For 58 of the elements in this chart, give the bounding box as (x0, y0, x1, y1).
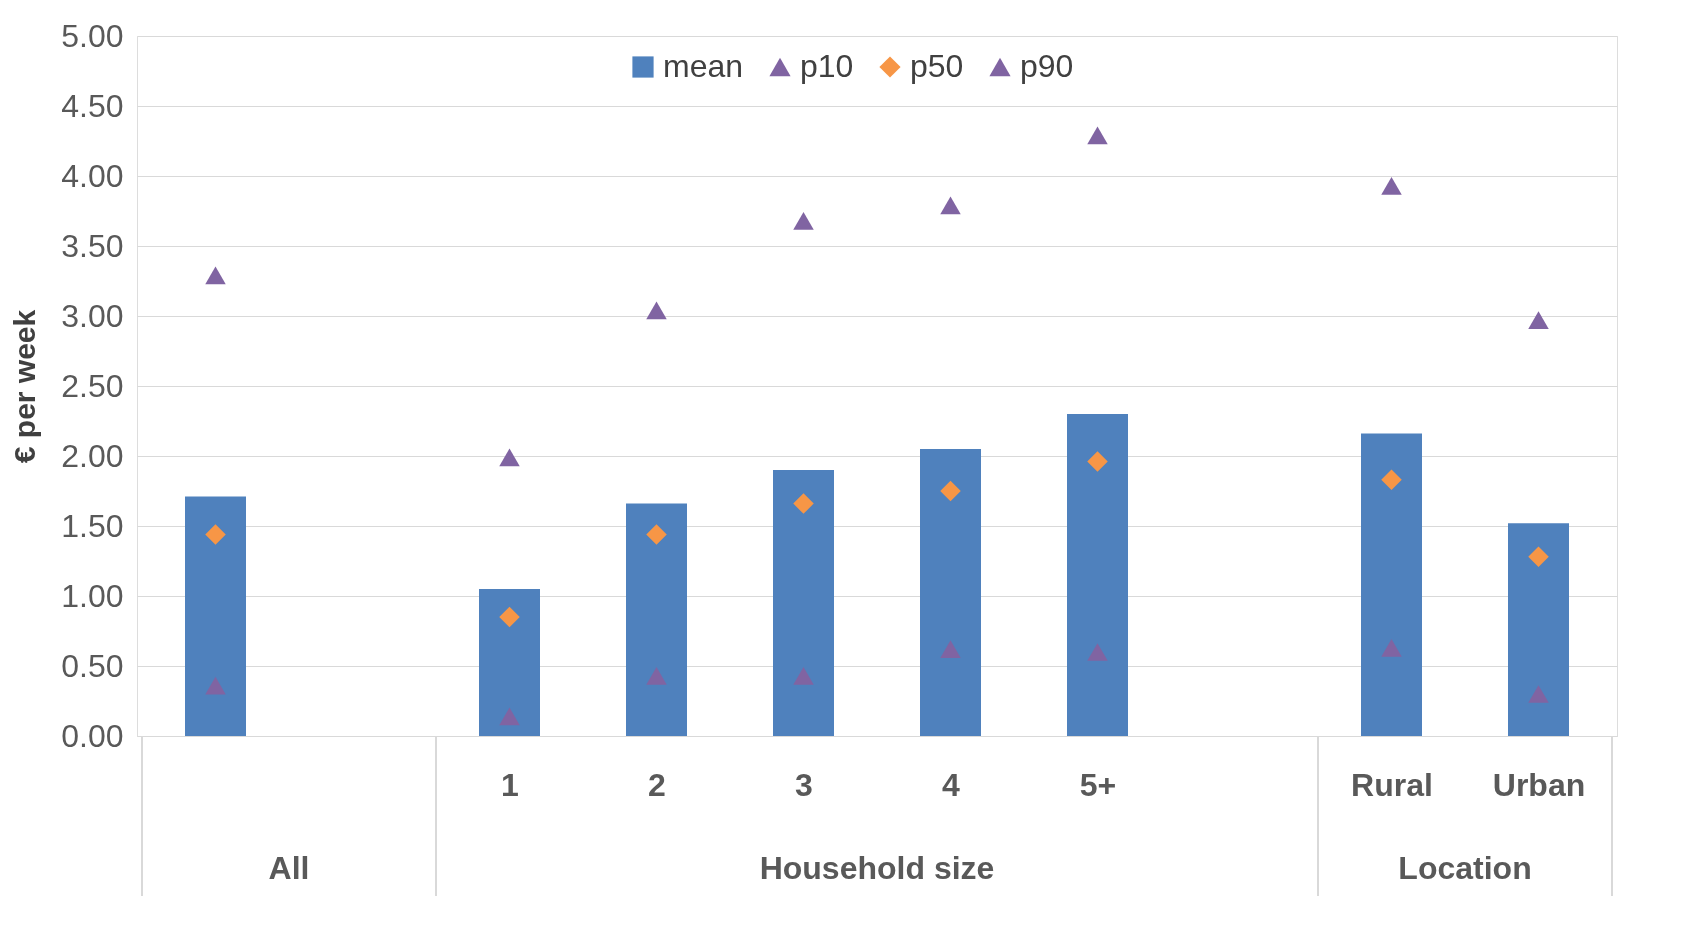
bar (1508, 523, 1569, 736)
point (205, 524, 226, 545)
point (940, 480, 961, 502)
bar (920, 449, 981, 736)
y-tick-label: 4.50 (61, 87, 124, 124)
point (1087, 126, 1108, 145)
y-tick-label: 3.00 (61, 297, 124, 334)
bar (626, 503, 687, 736)
point (646, 666, 667, 685)
y-tick-label: 1.00 (61, 577, 124, 614)
bar (773, 470, 834, 736)
y-tick-label: 0.50 (61, 647, 124, 684)
bar (185, 496, 246, 736)
point (940, 640, 961, 659)
point (1528, 311, 1549, 330)
point (793, 666, 814, 685)
x-tick-label: Urban (1492, 766, 1586, 803)
point (793, 493, 814, 514)
x-tick-label: 4 (942, 766, 961, 803)
legend-label: p10 (800, 48, 854, 84)
point (1528, 685, 1549, 703)
point (499, 606, 520, 628)
legend-label: p90 (1020, 48, 1074, 84)
bar (479, 589, 540, 736)
x-tick-label: 2 (648, 766, 666, 803)
point (1528, 546, 1549, 568)
y-tick-label: 2.00 (61, 437, 124, 474)
point (499, 707, 520, 726)
y-tick-label: 2.50 (61, 367, 124, 404)
x-tick-label: 3 (795, 766, 813, 803)
point (1087, 451, 1108, 472)
text: Household size (759, 850, 995, 886)
text: All (268, 850, 310, 886)
y-axis-title: € per week (8, 309, 42, 464)
x-tick-label: Rural (1351, 766, 1433, 803)
y-tick-label: 5.00 (61, 17, 124, 54)
legend-label: mean (663, 48, 744, 84)
point (205, 676, 226, 695)
point (646, 524, 667, 545)
x-tick-label: 1 (501, 766, 519, 803)
text: Location (1398, 850, 1532, 886)
point (205, 266, 226, 285)
point (646, 301, 667, 320)
y-tick-label: 4.00 (61, 157, 124, 194)
bar (1067, 414, 1128, 736)
legend-label: p50 (910, 48, 964, 84)
y-tick-label: 0.00 (61, 717, 124, 754)
point (1087, 643, 1108, 661)
point (1381, 638, 1402, 657)
y-tick-label: 3.50 (61, 227, 124, 264)
point (1381, 176, 1402, 195)
y-tick-label: 1.50 (61, 507, 124, 544)
point (1381, 469, 1402, 491)
point (793, 211, 814, 230)
x-tick-label: 5+ (1079, 766, 1117, 803)
bar (1361, 433, 1422, 736)
point (940, 196, 961, 215)
point (499, 448, 520, 467)
